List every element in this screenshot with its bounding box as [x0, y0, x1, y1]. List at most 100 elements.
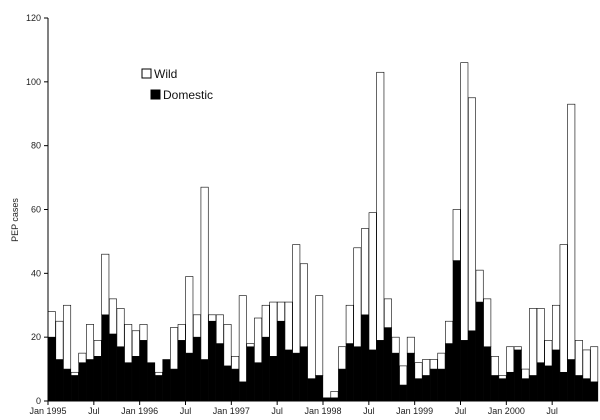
x-tick-label: Jan 1996	[121, 406, 158, 416]
bar-wild	[101, 253, 110, 316]
bar-domestic	[445, 343, 454, 402]
y-tick-label: 0	[36, 396, 41, 406]
bar-wild	[55, 320, 64, 360]
bar-domestic	[414, 378, 423, 402]
bar-domestic	[315, 375, 324, 402]
bar-domestic	[78, 362, 87, 402]
y-tick-label: 120	[26, 13, 41, 23]
bar-wild	[299, 263, 308, 348]
bar-domestic	[231, 368, 240, 402]
bar-wild	[254, 317, 263, 363]
axes-group: 0 20 40 60 80 100 120 Jan 1995 Jul Jan 1996 Jul Jan…	[26, 13, 598, 416]
bar-domestic	[567, 359, 576, 402]
bar-wild	[116, 308, 125, 348]
bar-domestic	[437, 368, 446, 402]
bar-wild	[208, 314, 217, 322]
bar-domestic	[177, 340, 186, 402]
bar-domestic	[467, 330, 476, 402]
bar-wild	[238, 295, 247, 383]
bar-wild	[231, 356, 240, 370]
bar-wild	[108, 298, 117, 335]
y-tick-label: 60	[31, 205, 41, 215]
bar-wild	[315, 295, 324, 376]
bars-group	[47, 62, 599, 402]
bar-domestic	[544, 365, 553, 402]
bar-domestic	[399, 384, 408, 402]
bar-wild	[284, 301, 293, 351]
bar-domestic	[185, 352, 194, 402]
bar-domestic	[475, 301, 484, 402]
bar-domestic	[63, 368, 72, 402]
bar-wild	[63, 304, 72, 370]
bar-domestic	[238, 381, 247, 402]
bar-wild	[376, 71, 385, 341]
bar-domestic	[116, 346, 125, 402]
bar-wild	[93, 340, 102, 357]
bar-domestic	[552, 349, 560, 402]
x-tick-label: Jul	[363, 406, 375, 416]
bar-domestic	[124, 362, 133, 402]
bar-wild	[452, 209, 461, 261]
y-tick-label: 100	[26, 77, 41, 87]
bar-domestic	[406, 352, 415, 402]
bar-domestic	[391, 352, 400, 402]
x-tick-label: Jul	[180, 406, 192, 416]
bar-wild	[559, 244, 568, 373]
y-axis-title: PEP cases	[10, 198, 20, 242]
bar-domestic	[376, 340, 385, 402]
bar-wild	[368, 212, 377, 351]
bar-domestic	[307, 378, 316, 402]
bar-wild	[391, 336, 400, 354]
bar-domestic	[170, 368, 179, 402]
bar-domestic	[521, 378, 530, 402]
bar-wild	[445, 320, 454, 344]
bar-domestic	[162, 359, 171, 402]
y-tick-label: 40	[31, 268, 41, 278]
bar-domestic	[490, 375, 499, 402]
bar-wild	[192, 314, 201, 338]
bar-domestic	[383, 327, 392, 402]
bar-wild	[414, 362, 423, 379]
bar-wild	[590, 346, 599, 383]
bar-domestic	[208, 320, 217, 402]
bar-domestic	[93, 356, 102, 402]
bar-wild	[131, 330, 140, 357]
bar-wild	[475, 269, 484, 303]
bar-domestic	[483, 346, 492, 402]
bar-wild	[536, 308, 545, 364]
bar-wild	[422, 359, 431, 376]
bar-domestic	[498, 378, 507, 402]
bar-wild	[552, 304, 560, 351]
x-tick-label: Jan 1999	[396, 406, 433, 416]
bar-wild	[200, 186, 209, 360]
x-tick-label: Jan 1995	[29, 406, 66, 416]
bar-domestic	[452, 260, 461, 402]
bar-domestic	[47, 336, 56, 402]
bar-wild	[567, 103, 576, 360]
bar-wild	[170, 327, 179, 370]
bar-wild	[383, 298, 392, 328]
bar-wild	[177, 324, 186, 341]
bar-domestic	[559, 371, 568, 402]
bar-wild	[574, 340, 583, 376]
bar-domestic	[582, 378, 591, 402]
x-tick-label: Jan 1998	[304, 406, 341, 416]
bar-domestic	[506, 371, 515, 402]
bar-domestic	[55, 359, 64, 402]
legend-label-domestic: Domestic	[163, 88, 213, 102]
y-tick-label: 20	[31, 332, 41, 342]
bar-wild	[292, 244, 301, 354]
bar-domestic	[108, 333, 117, 402]
bar-wild	[78, 352, 87, 364]
bar-domestic	[345, 343, 354, 402]
bar-wild	[513, 346, 522, 351]
bar-domestic	[513, 349, 522, 402]
bar-domestic	[215, 343, 224, 402]
bar-domestic	[529, 375, 538, 402]
bar-domestic	[131, 356, 140, 402]
bar-domestic	[422, 375, 431, 402]
bar-domestic	[86, 359, 94, 402]
bar-domestic	[299, 346, 308, 402]
bar-wild	[483, 298, 492, 348]
bar-wild	[467, 97, 476, 332]
